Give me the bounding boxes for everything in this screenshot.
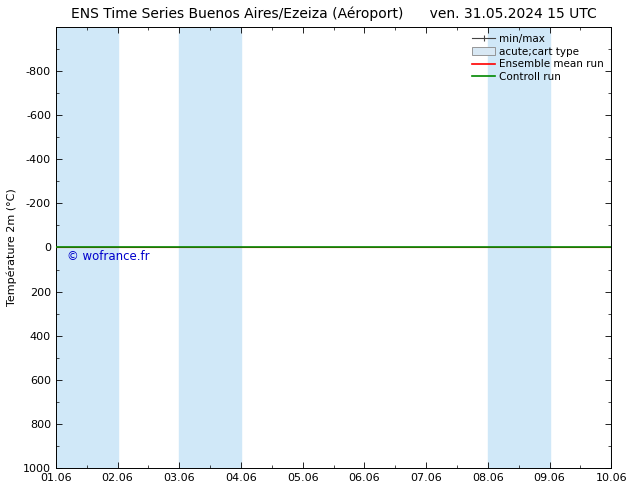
Text: © wofrance.fr: © wofrance.fr xyxy=(67,250,150,263)
Y-axis label: Température 2m (°C): Température 2m (°C) xyxy=(7,189,18,306)
Bar xyxy=(611,27,634,468)
Legend: min/max, acute;cart type, Ensemble mean run, Controll run: min/max, acute;cart type, Ensemble mean … xyxy=(470,32,606,84)
Title: ENS Time Series Buenos Aires/Ezeiza (Aéroport)      ven. 31.05.2024 15 UTC: ENS Time Series Buenos Aires/Ezeiza (Aér… xyxy=(70,7,597,22)
Bar xyxy=(179,27,241,468)
Bar xyxy=(56,27,117,468)
Bar xyxy=(488,27,550,468)
